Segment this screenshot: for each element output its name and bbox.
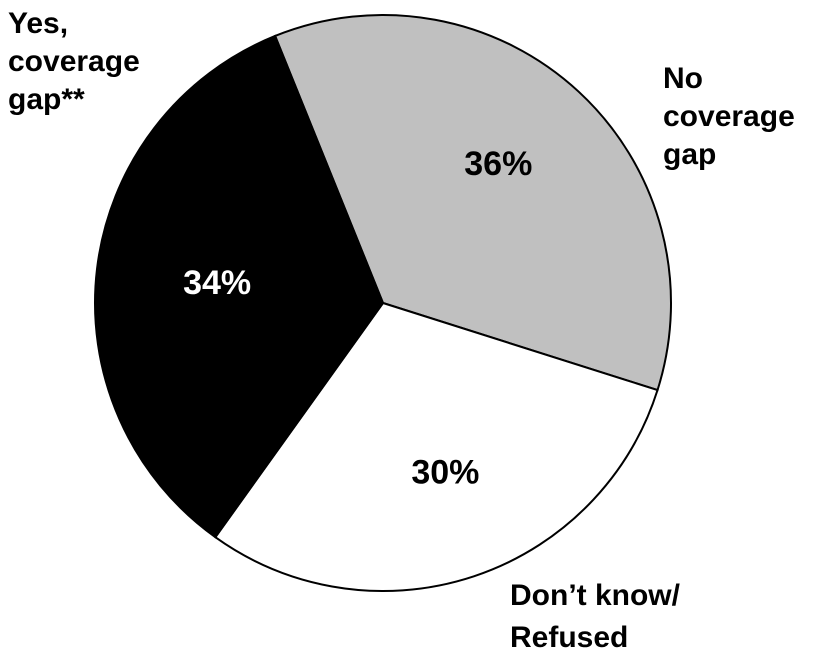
slice-value-label: 34%: [183, 264, 251, 302]
pie-slice: [213, 301, 659, 592]
slice-category-label: Don’t know/Refused: [510, 579, 681, 653]
slice-value-label: 30%: [411, 453, 479, 491]
slice-category-label: Yes, coverage gap**: [8, 7, 140, 116]
slice-category-label-line: Refused: [510, 621, 628, 653]
slice-category-label-line: coverage: [663, 100, 795, 133]
slice-category-label-line: No: [663, 62, 703, 95]
slice-category-label-line: coverage: [8, 45, 140, 78]
slice-category-label-line: Don’t know/: [510, 579, 681, 612]
slice-category-label-line: gap: [663, 138, 716, 171]
pie-slice: [273, 13, 672, 392]
slice-category-label-line: Yes,: [8, 7, 68, 40]
pie-value-labels: 36% 30% 34%: [183, 145, 532, 491]
pie-slice: [94, 34, 385, 539]
slice-value-label: 36%: [464, 145, 532, 183]
pie-category-labels: No coverage gap Don’t know/Refused Yes, cover…: [8, 7, 795, 653]
pie-slices: [94, 13, 672, 592]
slice-category-label-line: gap**: [8, 83, 85, 116]
slice-category-label: No coverage gap: [663, 62, 795, 171]
